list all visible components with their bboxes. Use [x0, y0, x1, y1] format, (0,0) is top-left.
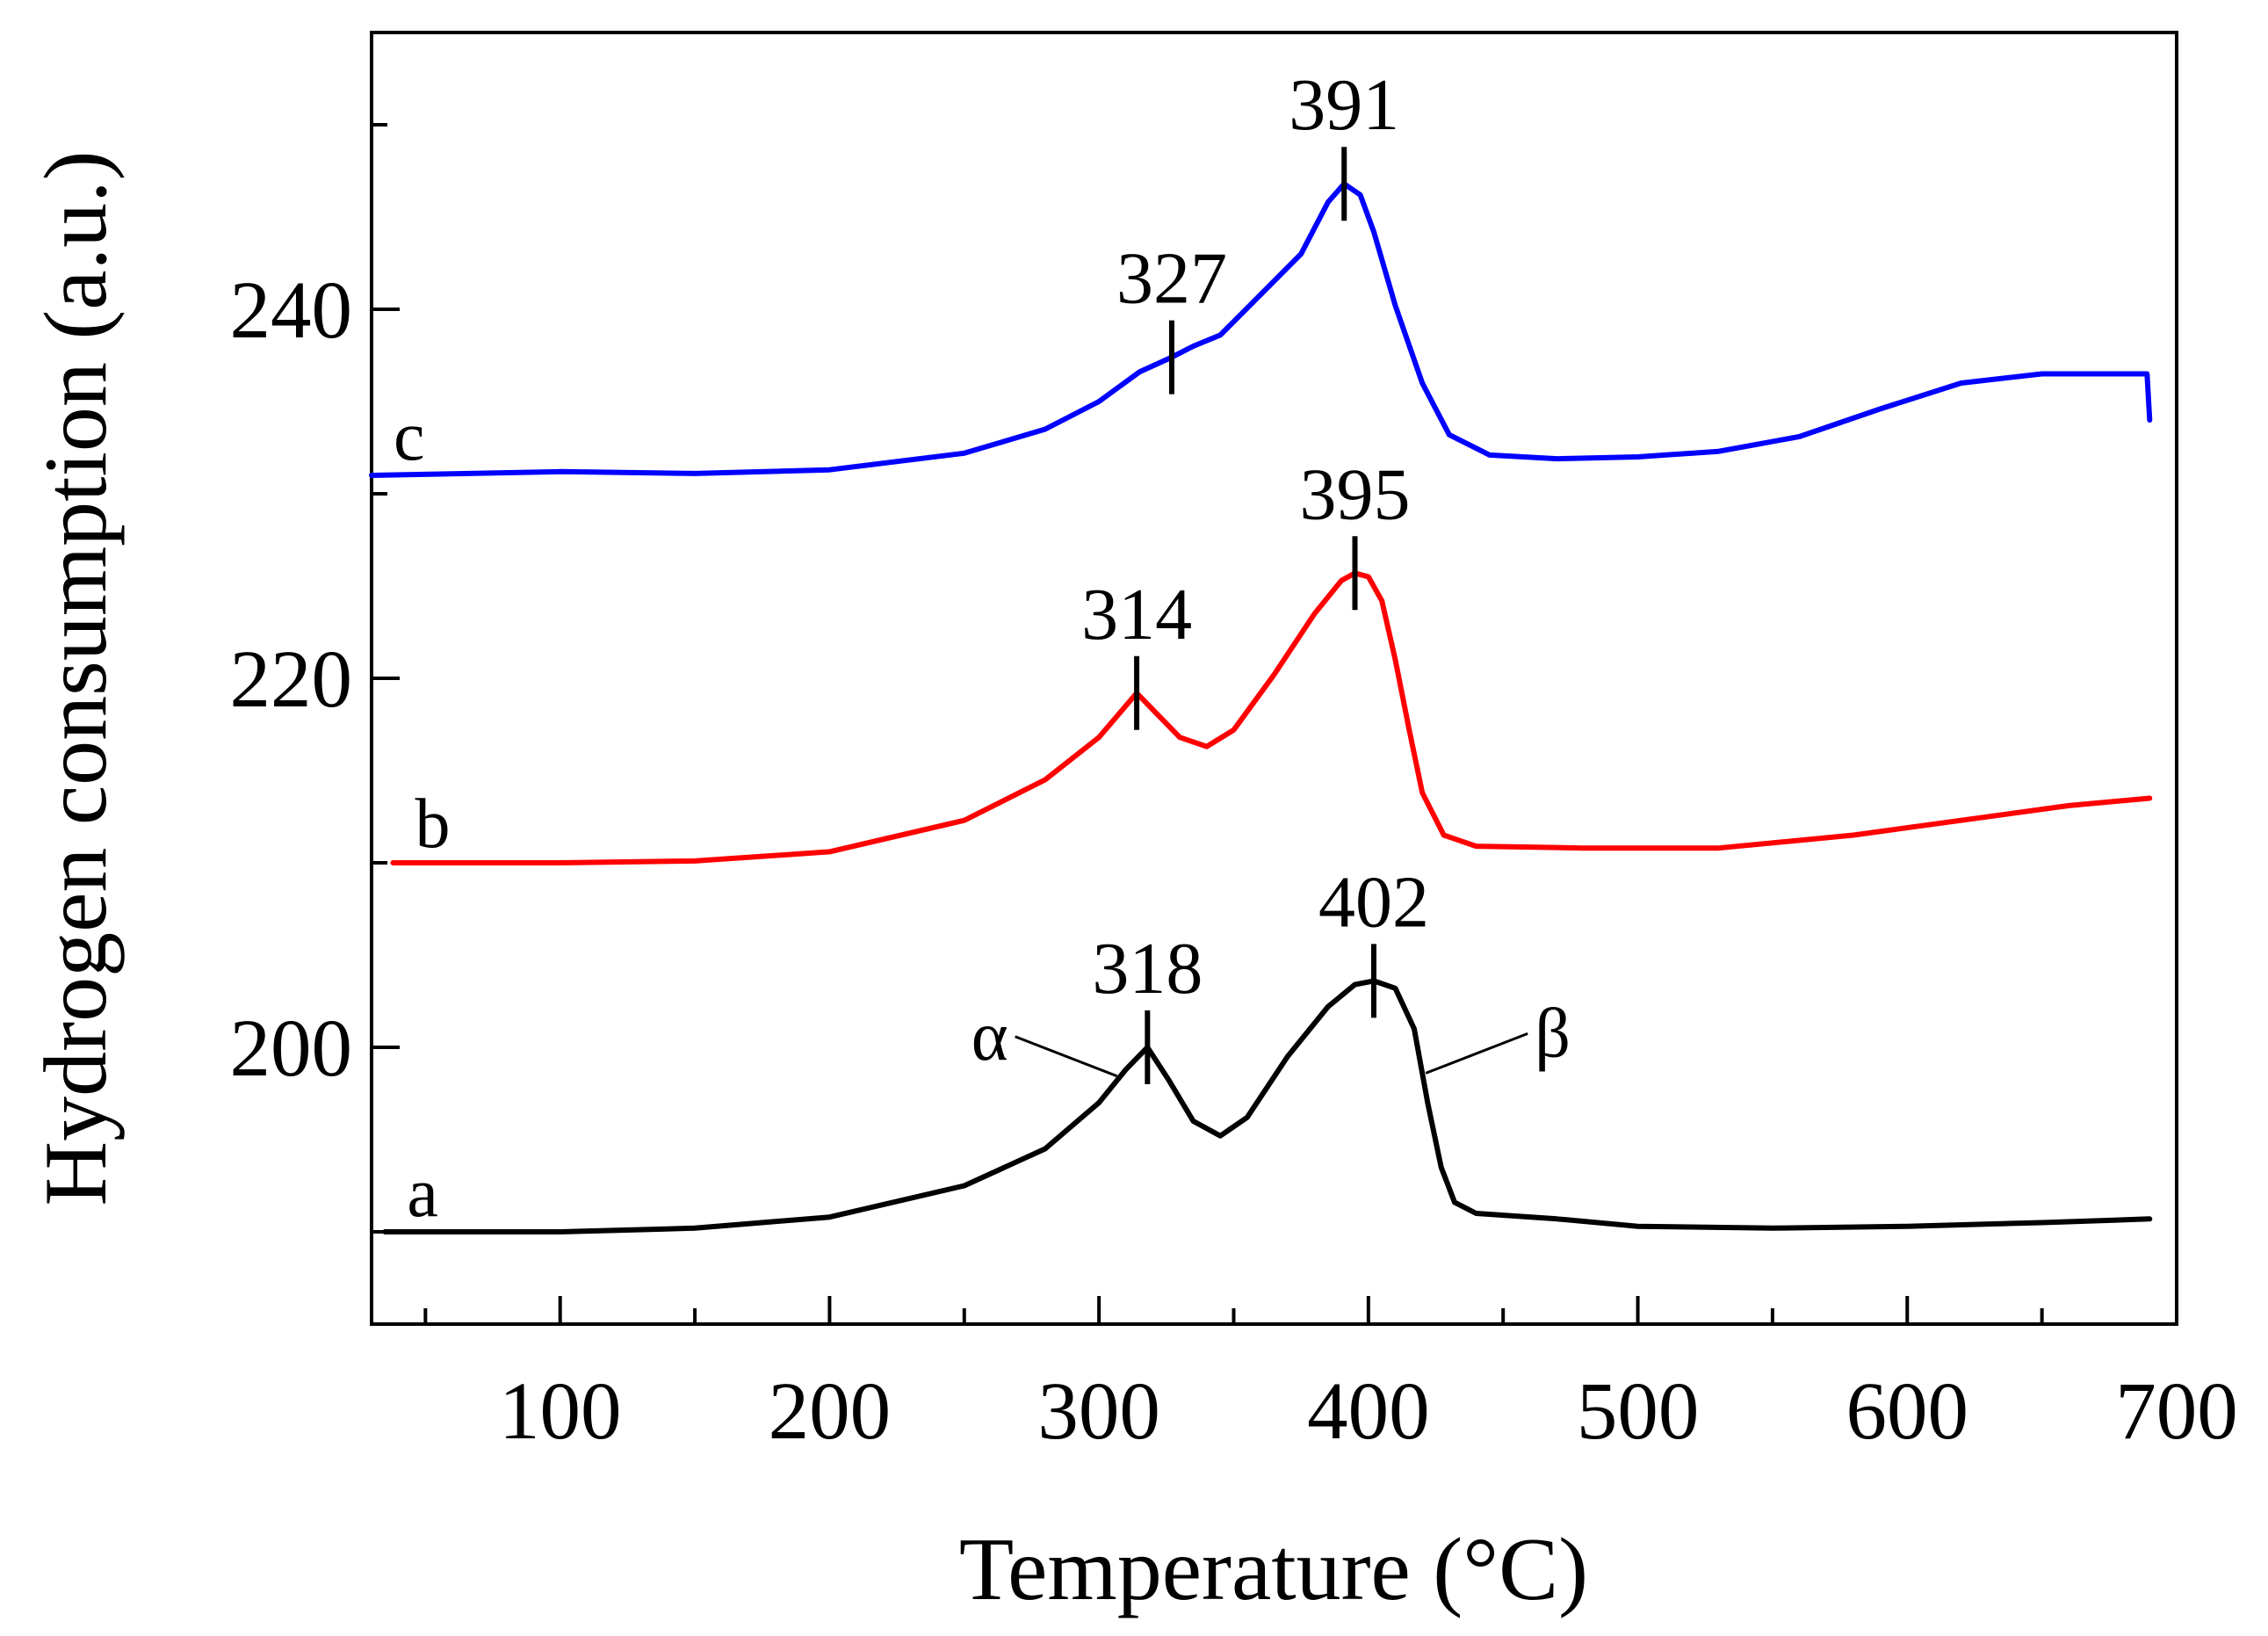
- phase-annotation: α: [971, 998, 1008, 1075]
- x-tick-label: 400: [1307, 1366, 1430, 1457]
- x-tick-label: 200: [769, 1366, 892, 1457]
- series-layer: a b c: [369, 181, 2153, 1234]
- peak-label: 318: [1092, 928, 1203, 1010]
- x-tick-label: 700: [2115, 1366, 2238, 1457]
- series-b-line: [390, 570, 2153, 865]
- series-b-label: b: [415, 785, 451, 863]
- x-tick-label: 100: [499, 1366, 622, 1457]
- annotation-leader: [1015, 1035, 1118, 1078]
- y-tick-label: 240: [230, 265, 353, 356]
- x-tick-label: 600: [1846, 1366, 1969, 1457]
- peak-marker-layer: 318 402 314 395 327 391: [1081, 64, 1429, 1084]
- peak-label: 391: [1289, 64, 1399, 146]
- x-tick-label: 300: [1037, 1366, 1160, 1457]
- peak-label: 314: [1081, 574, 1192, 655]
- annotation-leader: [1425, 1032, 1528, 1075]
- peak-label: 327: [1116, 238, 1227, 320]
- y-tick-label: 220: [230, 634, 353, 725]
- series-a-line: [382, 978, 2153, 1234]
- phase-annotation: β: [1535, 995, 1571, 1072]
- peak-label: 395: [1300, 453, 1411, 535]
- x-tick-label: 500: [1577, 1366, 1700, 1457]
- series-c-line: [369, 181, 2153, 478]
- y-tick-label: 200: [230, 1003, 353, 1094]
- series-a-label: a: [407, 1155, 438, 1232]
- y-axis-title: Hydrogen consumption (a.u.): [26, 150, 126, 1205]
- x-axis-title: Temperature (°C): [959, 1520, 1588, 1619]
- peak-label: 402: [1318, 861, 1429, 943]
- y-axis-ticks: 200 220 240: [230, 123, 400, 1234]
- series-c-label: c: [394, 398, 425, 475]
- x-axis-ticks: 100 200 300 400 500 600 700: [423, 1296, 2238, 1457]
